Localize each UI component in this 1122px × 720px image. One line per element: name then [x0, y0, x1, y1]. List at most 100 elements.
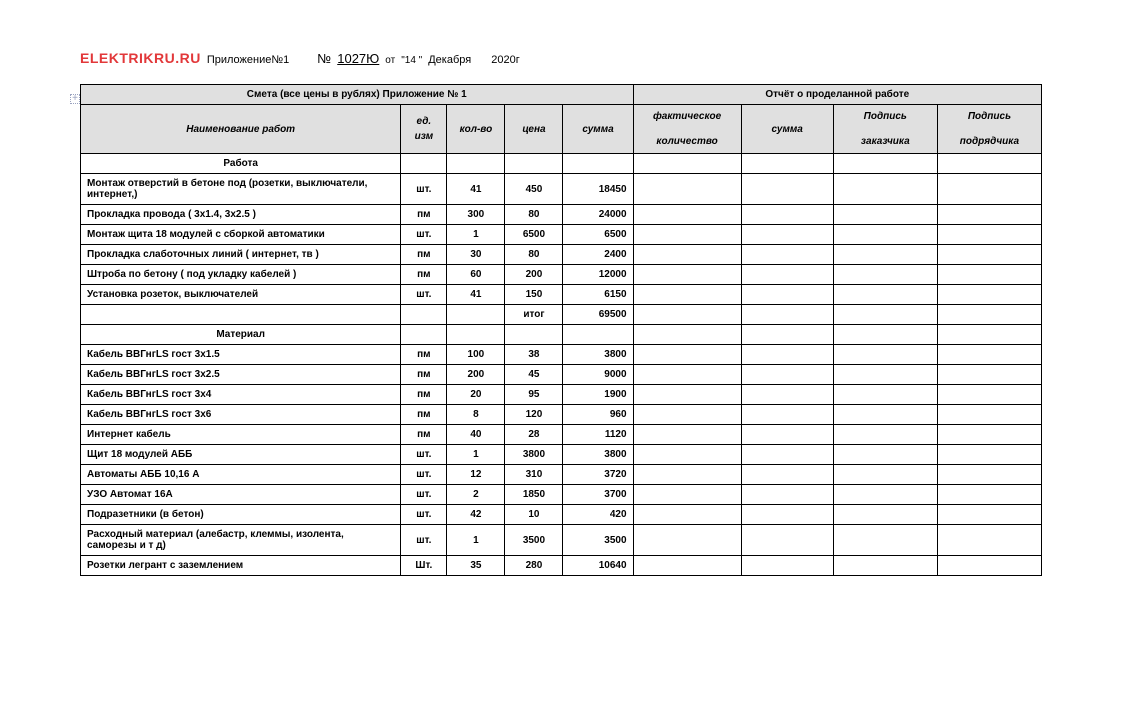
- table-row: Щит 18 модулей АББшт.138003800: [81, 445, 1042, 465]
- section-row-material: Материал: [81, 325, 1042, 345]
- cell-unit: пм: [401, 405, 447, 425]
- cell-qty: 1: [447, 525, 505, 556]
- cell-name: Штроба по бетону ( под укладку кабелей ): [81, 265, 401, 285]
- cell-price: 38: [505, 345, 563, 365]
- cell-price: 28: [505, 425, 563, 445]
- table-row: Автоматы АББ 10,16 Ашт.123103720: [81, 465, 1042, 485]
- cell-sign1: [833, 425, 937, 445]
- cell-fact-qty: [633, 385, 741, 405]
- cell-name: Установка розеток, выключателей: [81, 285, 401, 305]
- cell-sign1: [833, 285, 937, 305]
- cell-sign2: [937, 425, 1041, 445]
- cell-unit: пм: [401, 205, 447, 225]
- cell-fact-sum: [741, 425, 833, 445]
- month-label: Декабря: [428, 54, 471, 66]
- cell-sum: 2400: [563, 245, 633, 265]
- cell-name: Подразетники (в бетон): [81, 505, 401, 525]
- cell-name: Кабель ВВГнгLS гост 3x6: [81, 405, 401, 425]
- cell-fact-sum: [741, 525, 833, 556]
- cell-sign1: [833, 365, 937, 385]
- cell-unit: пм: [401, 385, 447, 405]
- cell-sign1: [833, 465, 937, 485]
- cell-unit: шт.: [401, 445, 447, 465]
- cell-fact-qty: [633, 265, 741, 285]
- cell-sum: 18450: [563, 174, 633, 205]
- cell-fact-qty: [633, 285, 741, 305]
- cell-sign1: [833, 445, 937, 465]
- table-row: Монтаж щита 18 модулей с сборкой автомат…: [81, 225, 1042, 245]
- cell-sign2: [937, 385, 1041, 405]
- cell-fact-qty: [633, 505, 741, 525]
- cell-price: 6500: [505, 225, 563, 245]
- cell-name: Монтаж щита 18 модулей с сборкой автомат…: [81, 225, 401, 245]
- cell-sum: 6150: [563, 285, 633, 305]
- cell-sum: 3500: [563, 525, 633, 556]
- col-unit: ед. изм: [401, 105, 447, 154]
- cell-qty: 35: [447, 556, 505, 576]
- col-name: Наименование работ: [81, 105, 401, 154]
- cell-sign1: [833, 385, 937, 405]
- cell-sum: 10640: [563, 556, 633, 576]
- cell-fact-qty: [633, 425, 741, 445]
- cell-name: Щит 18 модулей АББ: [81, 445, 401, 465]
- cell-unit: шт.: [401, 174, 447, 205]
- cell-fact-sum: [741, 205, 833, 225]
- from-label: от: [385, 55, 395, 66]
- table-row: Прокладка провода ( 3x1.4, 3x2.5 )пм3008…: [81, 205, 1042, 225]
- cell-price: 120: [505, 405, 563, 425]
- cell-fact-sum: [741, 285, 833, 305]
- work-total-label: итог: [505, 305, 563, 325]
- cell-sign2: [937, 225, 1041, 245]
- cell-sign1: [833, 485, 937, 505]
- cell-sum: 3800: [563, 345, 633, 365]
- cell-qty: 100: [447, 345, 505, 365]
- cell-qty: 1: [447, 225, 505, 245]
- cell-price: 450: [505, 174, 563, 205]
- cell-price: 10: [505, 505, 563, 525]
- cell-qty: 40: [447, 425, 505, 445]
- cell-qty: 300: [447, 205, 505, 225]
- work-total-value: 69500: [563, 305, 633, 325]
- cell-sign1: [833, 525, 937, 556]
- cell-price: 1850: [505, 485, 563, 505]
- table-row: Монтаж отверстий в бетоне под (розетки, …: [81, 174, 1042, 205]
- cell-unit: шт.: [401, 485, 447, 505]
- table-row: Подразетники (в бетон)шт.4210420: [81, 505, 1042, 525]
- cell-sign1: [833, 505, 937, 525]
- table-row: Интернет кабельпм40281120: [81, 425, 1042, 445]
- table-row: Кабель ВВГнгLS гост 3x4пм20951900: [81, 385, 1042, 405]
- cell-price: 80: [505, 205, 563, 225]
- cell-unit: пм: [401, 345, 447, 365]
- cell-sign2: [937, 245, 1041, 265]
- cell-qty: 30: [447, 245, 505, 265]
- cell-sign2: [937, 265, 1041, 285]
- cell-sign1: [833, 556, 937, 576]
- cell-fact-qty: [633, 245, 741, 265]
- cell-sign2: [937, 205, 1041, 225]
- cell-sum: 24000: [563, 205, 633, 225]
- cell-name: УЗО Автомат 16А: [81, 485, 401, 505]
- cell-qty: 41: [447, 285, 505, 305]
- cell-sum: 3700: [563, 485, 633, 505]
- cell-sign2: [937, 365, 1041, 385]
- cell-sum: 420: [563, 505, 633, 525]
- cell-sign2: [937, 174, 1041, 205]
- cell-fact-sum: [741, 245, 833, 265]
- cell-name: Прокладка провода ( 3x1.4, 3x2.5 ): [81, 205, 401, 225]
- cell-fact-qty: [633, 174, 741, 205]
- table-row: УЗО Автомат 16Ашт.218503700: [81, 485, 1042, 505]
- cell-unit: пм: [401, 245, 447, 265]
- col-qty: кол-во: [447, 105, 505, 154]
- doc-number: 1027Ю: [337, 51, 379, 66]
- cell-fact-sum: [741, 505, 833, 525]
- cell-name: Расходный материал (алебастр, клеммы, из…: [81, 525, 401, 556]
- section-row-work: Работа: [81, 154, 1042, 174]
- cell-qty: 2: [447, 485, 505, 505]
- cell-sign2: [937, 485, 1041, 505]
- cell-fact-sum: [741, 405, 833, 425]
- cell-qty: 20: [447, 385, 505, 405]
- cell-fact-sum: [741, 465, 833, 485]
- cell-sign2: [937, 465, 1041, 485]
- cell-fact-sum: [741, 556, 833, 576]
- col-fact-qty: фактическое количество: [633, 105, 741, 154]
